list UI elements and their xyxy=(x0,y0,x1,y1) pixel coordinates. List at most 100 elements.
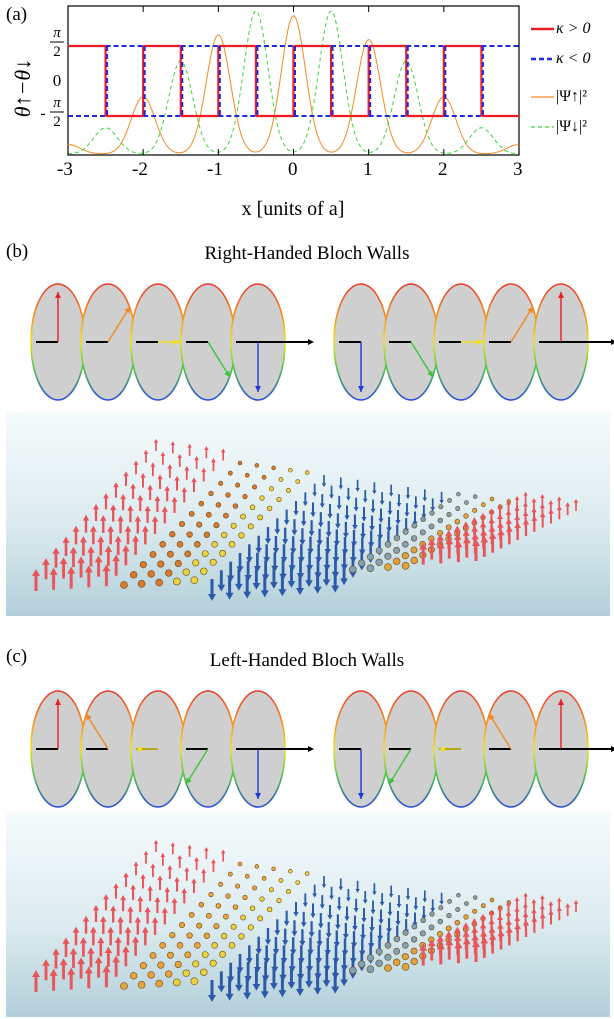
spin-arrow-head xyxy=(181,487,188,492)
spin-arrow-head xyxy=(305,580,313,588)
lattice-b-svg xyxy=(32,438,579,601)
spin-arrow-head xyxy=(370,508,376,514)
spin-arrow-head xyxy=(77,957,85,965)
spin-arrow-head xyxy=(194,857,199,862)
spin-arrow-head xyxy=(427,939,436,947)
spin-dot xyxy=(201,550,209,558)
spin-arrow-head xyxy=(387,510,393,516)
spin-arrowhead xyxy=(477,339,483,345)
spin-dot xyxy=(249,504,256,511)
spin-arrow-head xyxy=(132,936,140,943)
spin-dot xyxy=(438,905,444,911)
spin-dot xyxy=(278,477,284,482)
spin-arrow-head xyxy=(112,955,120,963)
spin-arrow-head xyxy=(208,594,216,601)
xtick-3: 3 xyxy=(513,159,523,180)
spin-arrow-head xyxy=(143,449,149,454)
spin-arrow-head xyxy=(472,539,480,546)
spin-arrow-head xyxy=(300,521,307,527)
spin-dot xyxy=(392,557,401,566)
spin-dot xyxy=(218,881,224,887)
spin-arrow-head xyxy=(291,530,298,536)
spin-arrow-head xyxy=(346,897,351,902)
spin-arrow-head xyxy=(287,581,296,588)
ytick-mpi-half-num: π xyxy=(53,95,61,111)
spin-dot xyxy=(169,932,176,939)
spin-arrow-head xyxy=(471,525,479,532)
spin-arrow-head xyxy=(413,505,419,510)
xtick-m1: -1 xyxy=(207,159,223,180)
spin-arrow-head xyxy=(42,558,50,565)
spin-arrow-head xyxy=(137,494,144,501)
spin-dot xyxy=(366,954,374,962)
spin-dot xyxy=(194,541,201,548)
spin-arrow-head xyxy=(471,517,478,523)
spin-arrow-head xyxy=(308,531,315,537)
spin-dot xyxy=(165,970,173,978)
spin-arrow-head xyxy=(318,522,324,528)
spin-arrowhead xyxy=(255,386,261,392)
spin-dot xyxy=(420,917,426,924)
spin-dot xyxy=(348,966,357,975)
spin-arrow-head xyxy=(419,943,428,951)
spin-dot xyxy=(410,936,418,943)
spin-arrow-head xyxy=(421,514,427,519)
spin-dot xyxy=(190,576,199,584)
ytick-minus: - xyxy=(40,105,45,122)
spin-arrow-head xyxy=(287,982,296,989)
spin-dot xyxy=(295,479,301,484)
spin-dot xyxy=(402,528,409,535)
spin-arrow-head xyxy=(378,518,384,524)
spin-arrow-head xyxy=(573,899,579,904)
spin-dot xyxy=(276,897,282,904)
spin-arrow-head xyxy=(103,894,109,900)
spin-arrow-head xyxy=(264,538,272,545)
spin-dot xyxy=(276,496,282,503)
spin-arrow-head xyxy=(153,839,159,844)
spin-arrow-head xyxy=(236,566,244,573)
spin-arrow-head xyxy=(260,590,269,598)
spin-arrow-head xyxy=(184,866,190,872)
spin-dot xyxy=(384,552,392,560)
spin-arrow-head xyxy=(344,515,350,521)
legend-item-kappa-neg: κ < 0 xyxy=(531,50,591,67)
spin-arrow-head xyxy=(72,926,80,933)
spin-arrow-head xyxy=(102,965,111,973)
spin-arrow-head xyxy=(573,498,579,503)
xtick-m2: -2 xyxy=(132,159,148,180)
y-axis-label: θ↑−θ↓ xyxy=(10,59,35,117)
spin-arrow-head xyxy=(522,518,530,525)
spin-dot xyxy=(266,505,273,512)
spin-dot xyxy=(257,915,264,922)
spin-arrowhead xyxy=(558,292,564,298)
spin-arrow-head xyxy=(151,515,159,522)
spin-dot xyxy=(200,968,208,976)
spin-arrow-head xyxy=(245,557,253,564)
spin-arrow-head xyxy=(283,921,290,927)
spin-arrow-head xyxy=(523,892,528,897)
spin-arrow-head xyxy=(389,893,394,898)
spin-dot xyxy=(244,472,250,478)
spin-arrowhead xyxy=(55,292,61,298)
spin-arrow-head xyxy=(153,438,159,443)
spin-dot xyxy=(472,895,478,900)
spin-arrow-head xyxy=(316,540,323,546)
spin-arrow-head xyxy=(453,525,461,532)
spin-arrow-head xyxy=(318,923,324,929)
spin-arrow-head xyxy=(282,539,289,545)
spin-arrow-head xyxy=(154,896,161,902)
spin-arrow-head xyxy=(360,934,366,941)
spin-arrow-head xyxy=(310,512,316,518)
spin-arrow-head xyxy=(340,578,348,586)
spin-dot xyxy=(232,904,239,910)
spin-dot xyxy=(257,514,264,521)
spin-dot xyxy=(237,460,243,466)
spin-dot xyxy=(384,563,392,571)
spin-dot xyxy=(249,905,256,912)
spin-dot xyxy=(429,911,435,917)
spin-dot xyxy=(137,981,146,989)
xtick-1: 1 xyxy=(363,159,373,180)
spin-arrow-head xyxy=(191,477,197,483)
spin-arrow-head xyxy=(548,508,554,514)
spin-arrow-head xyxy=(548,500,554,505)
